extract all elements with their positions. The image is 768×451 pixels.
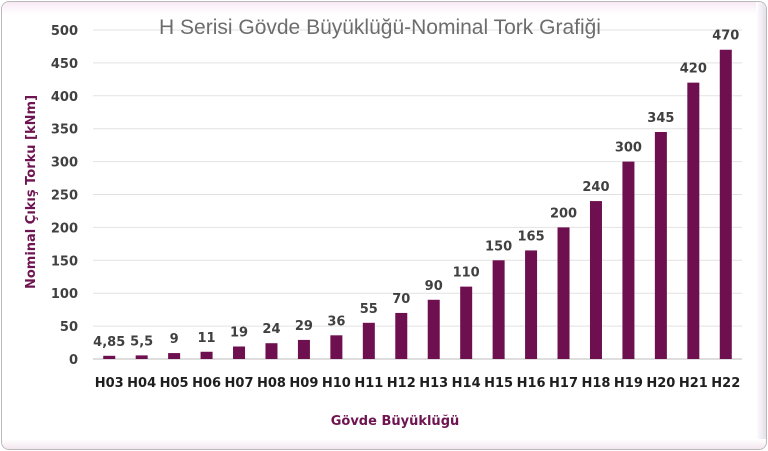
bar <box>168 353 181 359</box>
bar <box>362 322 375 359</box>
x-tick-label: H17 <box>549 376 578 391</box>
x-tick-label: H06 <box>192 376 221 391</box>
bar <box>233 346 246 359</box>
data-label: 240 <box>582 180 609 195</box>
bar <box>492 260 505 359</box>
x-tick-label: H13 <box>419 376 448 391</box>
bar <box>719 49 732 360</box>
data-label: 470 <box>712 29 739 44</box>
bar <box>135 355 148 359</box>
y-tick-label: 200 <box>51 221 78 236</box>
y-tick-label: 400 <box>51 90 78 105</box>
x-tick-label: H18 <box>581 376 610 391</box>
y-tick-label: 300 <box>51 156 78 171</box>
x-tick-label: H16 <box>517 376 546 391</box>
x-tick-label: H05 <box>160 376 189 391</box>
bar <box>460 286 473 359</box>
x-tick-labels: H03 H04 H05 H06 H07 H08 H09 H10 H11 H12 H13 H14 H15 H… <box>95 376 741 391</box>
y-tick-label: 450 <box>51 57 78 72</box>
bar <box>525 250 538 359</box>
bar <box>330 335 343 359</box>
data-label: 19 <box>230 325 248 340</box>
data-label: 70 <box>392 292 410 307</box>
x-tick-label: H09 <box>289 376 318 391</box>
data-label: 200 <box>550 206 577 221</box>
x-tick-label: H08 <box>257 376 286 391</box>
data-label: 24 <box>262 322 280 337</box>
data-label: 150 <box>485 239 512 254</box>
bar <box>103 355 116 359</box>
data-label: 36 <box>327 314 345 329</box>
data-labels: 4,85 5,5 9 11 19 24 29 36 55 70 90 110 150 165 200 240 3… <box>93 29 739 350</box>
y-tick-label: 150 <box>51 254 78 269</box>
y-axis-title: Nominal Çıkış Torku [kNm] <box>24 95 39 289</box>
x-tick-label: H04 <box>127 376 156 391</box>
bar <box>557 227 570 359</box>
data-label: 90 <box>425 279 443 294</box>
y-tick-label: 0 <box>69 353 78 368</box>
bar <box>200 351 213 359</box>
x-tick-label: H14 <box>452 376 481 391</box>
bar <box>589 201 602 359</box>
data-label: 55 <box>360 302 378 317</box>
x-tick-label: H19 <box>614 376 643 391</box>
x-tick-label: H07 <box>225 376 254 391</box>
bars <box>103 49 732 360</box>
top-accent <box>2 2 766 14</box>
chart-title: H Serisi Gövde Büyüklüğü-Nominal Tork Gr… <box>159 16 601 39</box>
data-label: 345 <box>647 111 674 126</box>
data-label: 300 <box>615 141 642 156</box>
x-tick-label: H03 <box>95 376 124 391</box>
bar <box>654 131 667 359</box>
data-label: 420 <box>680 62 707 77</box>
y-tick-labels: 0 50 100 150 200 250 300 350 400 450 500 <box>51 24 78 368</box>
data-label: 9 <box>170 332 179 347</box>
x-tick-label: H12 <box>387 376 416 391</box>
x-axis-title: Gövde Büyüklüğü <box>331 414 460 429</box>
bar <box>297 339 310 359</box>
data-label: 29 <box>295 319 313 334</box>
y-tick-label: 50 <box>60 320 78 335</box>
data-label: 5,5 <box>130 334 153 349</box>
y-tick-label: 350 <box>51 123 78 138</box>
grid-lines <box>93 29 742 360</box>
bar <box>265 343 278 359</box>
x-tick-label: H11 <box>354 376 383 391</box>
y-tick-label: 250 <box>51 189 78 204</box>
x-tick-label: H21 <box>679 376 708 391</box>
data-label: 11 <box>198 331 216 346</box>
x-tick-label: H20 <box>646 376 675 391</box>
y-tick-label: 500 <box>51 24 78 39</box>
data-label: 4,85 <box>93 335 125 350</box>
bar <box>427 299 440 359</box>
bar <box>687 82 700 359</box>
data-label: 165 <box>518 229 545 244</box>
right-accent <box>756 2 766 449</box>
data-label: 110 <box>453 266 480 281</box>
x-tick-label: H15 <box>484 376 513 391</box>
x-tick-label: H10 <box>322 376 351 391</box>
bar <box>395 312 408 359</box>
bottom-accent <box>2 439 766 449</box>
y-tick-label: 100 <box>51 287 78 302</box>
x-tick-label: H22 <box>711 376 740 391</box>
bar <box>622 161 635 359</box>
